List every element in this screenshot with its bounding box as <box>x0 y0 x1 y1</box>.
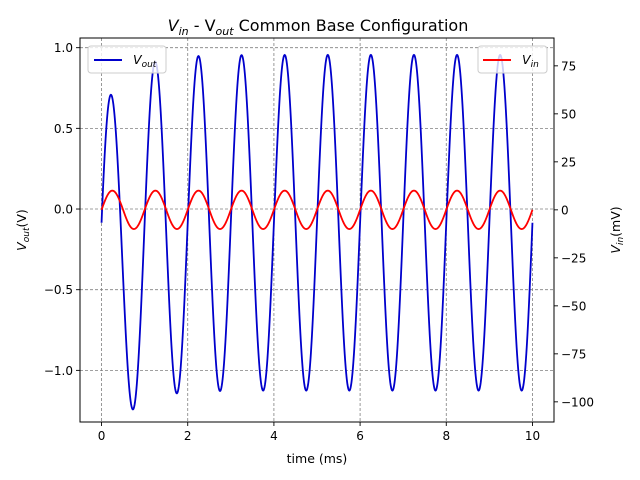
time-axis-ticks: 0 2 4 6 8 10 <box>98 422 540 443</box>
time-tick-label: 4 <box>270 429 278 443</box>
vin-tick-label: −25 <box>561 251 586 265</box>
y-axis-right-label: Vin(mV) <box>608 206 626 253</box>
x-axis-label: time (ms) <box>287 451 348 466</box>
time-tick-label: 6 <box>356 429 364 443</box>
vout-series-line <box>100 53 534 411</box>
vout-tick-label: −0.5 <box>44 283 73 297</box>
time-tick-label: 2 <box>184 429 192 443</box>
vin-tick-label: −100 <box>561 395 594 409</box>
vin-tick-label: 75 <box>561 59 576 73</box>
vin-tick-label: 0 <box>561 203 569 217</box>
time-tick-label: 8 <box>442 429 450 443</box>
chart-title: Vin - Vout Common Base Configuration <box>168 16 469 38</box>
legend-vout: Vout <box>87 45 167 74</box>
vout-tick-label: 1.0 <box>54 41 73 55</box>
legend-vout-label: Vout <box>133 52 157 70</box>
vin-tick-label: −75 <box>561 347 586 361</box>
legend-vin-label: Vin <box>522 52 539 70</box>
time-tick-label: 0 <box>98 429 106 443</box>
legend-vout-box <box>87 45 167 74</box>
vin-axis-ticks: 75 50 25 0 −25 −50 −75 −100 <box>554 59 594 409</box>
vin-tick-label: 25 <box>561 155 576 169</box>
legend-vin-box <box>477 45 548 74</box>
vout-tick-label: 0.5 <box>54 122 73 136</box>
plot-area-frame <box>79 37 555 423</box>
time-tick-label: 10 <box>525 429 540 443</box>
vout-tick-label: 0.0 <box>54 203 73 217</box>
vin-series-line <box>100 189 534 230</box>
vin-tick-label: 50 <box>561 107 576 121</box>
vout-tick-label: −1.0 <box>44 364 73 378</box>
vout-axis-ticks: 1.0 0.5 0.0 −0.5 −1.0 <box>44 41 80 378</box>
y-axis-left-label: Vout(V) <box>14 209 32 251</box>
legend-vin: Vin <box>477 45 548 74</box>
vin-tick-label: −50 <box>561 299 586 313</box>
